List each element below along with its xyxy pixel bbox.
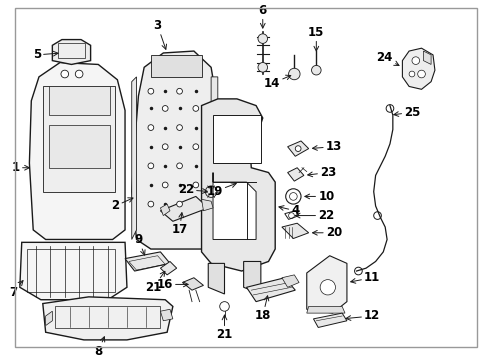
Polygon shape bbox=[211, 77, 217, 239]
Circle shape bbox=[193, 105, 198, 111]
Polygon shape bbox=[281, 223, 308, 239]
Polygon shape bbox=[29, 63, 125, 239]
Text: 5: 5 bbox=[33, 48, 58, 62]
Polygon shape bbox=[20, 242, 127, 300]
Polygon shape bbox=[306, 256, 346, 313]
Polygon shape bbox=[52, 40, 90, 64]
Circle shape bbox=[417, 70, 425, 78]
Circle shape bbox=[193, 144, 198, 149]
Circle shape bbox=[408, 71, 414, 77]
Text: 23: 23 bbox=[307, 166, 336, 179]
Polygon shape bbox=[42, 297, 172, 340]
Polygon shape bbox=[125, 252, 170, 271]
Polygon shape bbox=[246, 278, 295, 302]
Text: 4: 4 bbox=[278, 204, 299, 217]
Text: 21: 21 bbox=[216, 315, 232, 341]
Polygon shape bbox=[131, 51, 217, 249]
Polygon shape bbox=[287, 168, 303, 181]
Polygon shape bbox=[160, 309, 172, 321]
Polygon shape bbox=[131, 77, 136, 239]
Text: 10: 10 bbox=[304, 190, 334, 203]
Circle shape bbox=[258, 63, 267, 72]
Polygon shape bbox=[423, 51, 430, 64]
Text: 14: 14 bbox=[263, 75, 290, 90]
Text: 22: 22 bbox=[177, 183, 207, 196]
Text: 8: 8 bbox=[94, 337, 104, 358]
Circle shape bbox=[411, 57, 419, 64]
Text: 15: 15 bbox=[307, 26, 324, 51]
Text: 22: 22 bbox=[295, 209, 334, 222]
Text: 16: 16 bbox=[156, 278, 188, 291]
Circle shape bbox=[148, 125, 153, 130]
Circle shape bbox=[258, 34, 267, 44]
Circle shape bbox=[75, 70, 83, 78]
Text: 18: 18 bbox=[254, 296, 270, 322]
Circle shape bbox=[148, 88, 153, 94]
Text: 7: 7 bbox=[9, 281, 23, 298]
Circle shape bbox=[176, 125, 182, 130]
Circle shape bbox=[176, 201, 182, 207]
Polygon shape bbox=[306, 306, 345, 313]
Text: 1: 1 bbox=[12, 161, 29, 174]
Circle shape bbox=[176, 88, 182, 94]
Polygon shape bbox=[287, 141, 308, 156]
Polygon shape bbox=[201, 99, 275, 271]
Polygon shape bbox=[182, 278, 203, 290]
Circle shape bbox=[311, 66, 321, 75]
Circle shape bbox=[148, 201, 153, 207]
Circle shape bbox=[148, 163, 153, 169]
Polygon shape bbox=[281, 275, 299, 287]
Text: 9: 9 bbox=[134, 233, 145, 255]
Polygon shape bbox=[42, 86, 115, 192]
Polygon shape bbox=[160, 204, 170, 216]
Circle shape bbox=[162, 182, 168, 188]
Circle shape bbox=[295, 146, 301, 152]
Circle shape bbox=[320, 280, 335, 295]
Circle shape bbox=[288, 68, 300, 80]
Polygon shape bbox=[208, 264, 224, 294]
Text: 21: 21 bbox=[145, 271, 164, 294]
Text: 3: 3 bbox=[153, 19, 166, 49]
Polygon shape bbox=[201, 199, 213, 211]
Polygon shape bbox=[160, 261, 176, 275]
Circle shape bbox=[162, 144, 168, 149]
Polygon shape bbox=[213, 172, 256, 239]
Text: 6: 6 bbox=[258, 4, 266, 28]
Circle shape bbox=[193, 182, 198, 188]
Text: 12: 12 bbox=[346, 310, 380, 323]
Polygon shape bbox=[151, 55, 201, 77]
Text: 19: 19 bbox=[206, 183, 236, 198]
Polygon shape bbox=[213, 115, 260, 163]
Text: 11: 11 bbox=[350, 271, 380, 284]
Text: 13: 13 bbox=[312, 140, 342, 153]
Text: 25: 25 bbox=[393, 106, 420, 119]
Text: 17: 17 bbox=[171, 213, 187, 236]
Polygon shape bbox=[160, 197, 208, 221]
Polygon shape bbox=[45, 311, 52, 325]
Polygon shape bbox=[313, 313, 346, 328]
Polygon shape bbox=[402, 48, 434, 89]
Polygon shape bbox=[48, 86, 109, 115]
Polygon shape bbox=[48, 125, 109, 168]
Text: 2: 2 bbox=[111, 198, 133, 212]
Circle shape bbox=[176, 163, 182, 169]
Text: 24: 24 bbox=[376, 51, 398, 66]
Circle shape bbox=[162, 105, 168, 111]
Text: 20: 20 bbox=[312, 226, 342, 239]
Circle shape bbox=[61, 70, 68, 78]
Polygon shape bbox=[243, 261, 260, 294]
